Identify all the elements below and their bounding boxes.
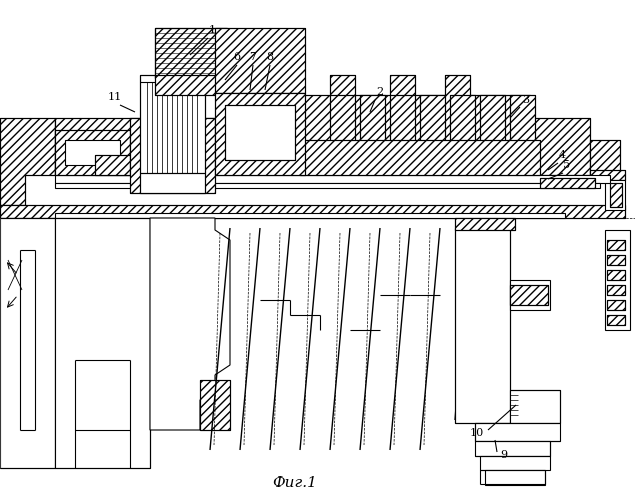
Text: 11: 11 xyxy=(108,92,122,102)
Bar xyxy=(360,95,385,150)
Bar xyxy=(55,218,150,468)
Bar xyxy=(390,95,415,150)
Bar xyxy=(455,228,510,423)
Bar xyxy=(540,178,595,188)
Bar xyxy=(215,93,305,175)
Polygon shape xyxy=(200,380,230,430)
Bar xyxy=(480,95,505,150)
Bar xyxy=(330,95,355,150)
Bar xyxy=(95,155,130,175)
Bar xyxy=(55,130,130,175)
Bar xyxy=(0,205,625,218)
Bar xyxy=(480,456,550,470)
Polygon shape xyxy=(150,218,230,430)
Bar xyxy=(510,280,550,310)
Bar xyxy=(605,180,625,210)
Text: 2: 2 xyxy=(377,87,384,97)
Bar xyxy=(155,28,227,78)
Bar xyxy=(607,240,625,250)
Bar xyxy=(215,28,305,93)
Bar xyxy=(140,75,205,193)
Text: 5: 5 xyxy=(563,160,571,170)
Bar xyxy=(607,270,625,280)
Bar xyxy=(55,130,130,175)
Bar xyxy=(0,218,55,468)
Text: 6: 6 xyxy=(234,52,241,62)
Bar xyxy=(55,175,610,183)
Bar xyxy=(510,95,535,150)
Bar xyxy=(607,315,625,325)
Bar xyxy=(225,105,295,160)
Polygon shape xyxy=(55,75,590,175)
Text: 4: 4 xyxy=(558,150,566,160)
Text: 8: 8 xyxy=(267,52,274,62)
Bar xyxy=(300,140,540,175)
Bar xyxy=(590,170,625,180)
Text: 3: 3 xyxy=(523,95,530,105)
Bar xyxy=(55,183,600,188)
Bar xyxy=(485,470,545,485)
Bar xyxy=(420,95,445,150)
Bar xyxy=(607,285,625,295)
Bar xyxy=(300,140,540,175)
Bar xyxy=(607,300,625,310)
Bar xyxy=(610,183,622,207)
Text: 1: 1 xyxy=(208,25,215,35)
Text: 10: 10 xyxy=(470,428,484,438)
Bar xyxy=(155,28,227,78)
Text: 9: 9 xyxy=(500,450,507,460)
Text: 7: 7 xyxy=(250,52,257,62)
Bar xyxy=(475,441,550,456)
Bar xyxy=(455,218,515,230)
Text: Фиг.1: Фиг.1 xyxy=(272,476,318,490)
Bar xyxy=(475,423,560,441)
Bar xyxy=(95,155,130,175)
Bar xyxy=(510,285,548,305)
Bar xyxy=(480,95,505,150)
Bar xyxy=(590,140,620,180)
Bar xyxy=(607,300,625,310)
Bar xyxy=(510,390,560,423)
Bar xyxy=(215,93,305,175)
Bar xyxy=(610,183,622,207)
Bar xyxy=(510,285,548,305)
Bar xyxy=(420,95,445,150)
Bar xyxy=(450,95,475,150)
Bar xyxy=(330,95,355,150)
Bar xyxy=(65,140,120,165)
Polygon shape xyxy=(0,118,55,205)
Bar xyxy=(140,75,205,193)
Bar xyxy=(607,285,625,295)
Bar xyxy=(155,75,227,95)
Bar xyxy=(607,255,625,265)
Bar xyxy=(590,140,620,180)
Bar xyxy=(607,240,625,250)
Bar xyxy=(0,205,625,218)
Bar xyxy=(607,315,625,325)
Bar xyxy=(155,28,227,78)
Bar xyxy=(360,95,385,150)
Bar xyxy=(130,118,215,193)
Bar xyxy=(455,218,515,230)
Bar xyxy=(225,105,295,160)
Bar xyxy=(607,270,625,280)
Bar xyxy=(55,213,565,218)
Bar xyxy=(607,255,625,265)
Bar xyxy=(540,178,595,188)
Bar xyxy=(590,170,625,180)
Bar xyxy=(450,95,475,150)
Bar xyxy=(390,95,415,150)
Bar xyxy=(510,95,535,150)
Bar xyxy=(605,230,630,330)
Bar xyxy=(155,75,227,95)
Bar xyxy=(215,28,305,93)
Bar xyxy=(130,118,215,193)
